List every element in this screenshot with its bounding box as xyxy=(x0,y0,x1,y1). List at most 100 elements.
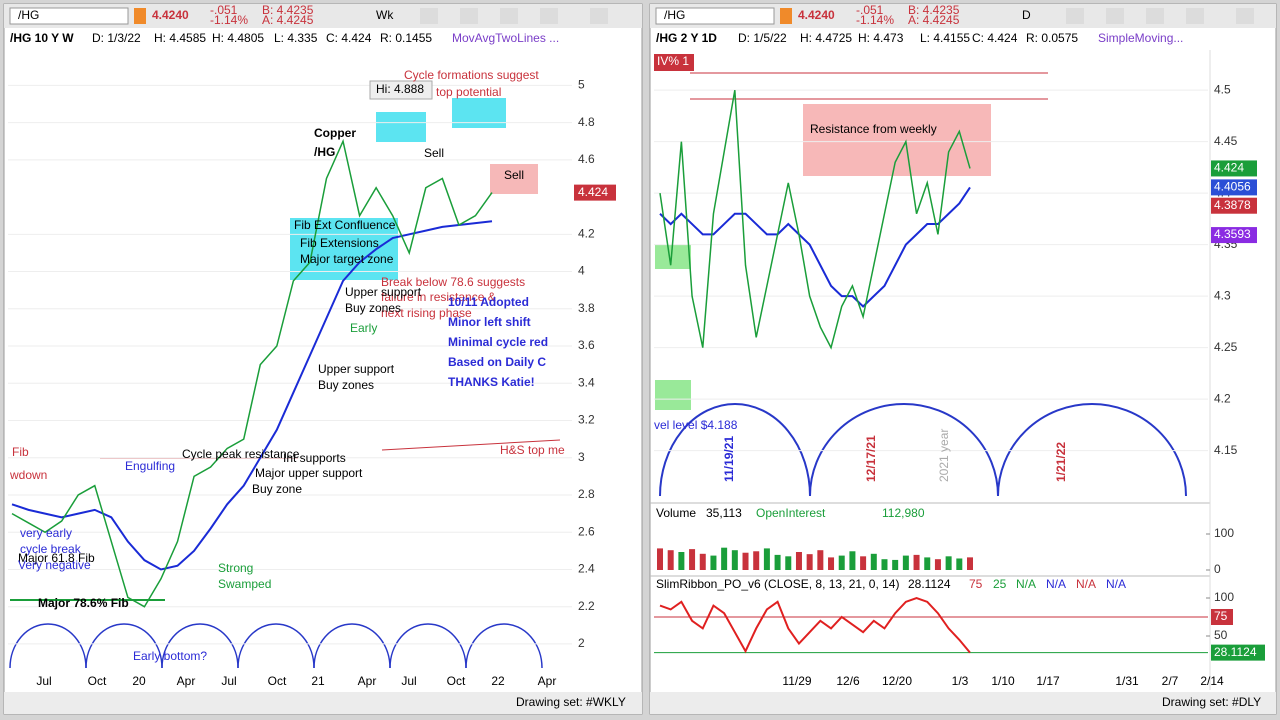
y-tick-label: 5 xyxy=(578,78,585,92)
volume-label: 35,113 xyxy=(706,506,742,520)
header-text: H: 4.4725 xyxy=(800,31,852,45)
toolbar-text: Wk xyxy=(376,8,394,22)
header-text: D: 1/3/22 xyxy=(92,31,141,45)
price-tag-label: 4.424 xyxy=(578,185,608,199)
price-tag xyxy=(574,184,616,201)
sell-zone xyxy=(490,164,538,194)
volume-bar xyxy=(892,559,899,570)
header-text: C: 4.424 xyxy=(326,31,372,45)
x-tick-label: Apr xyxy=(177,674,196,688)
symbol-box[interactable] xyxy=(655,7,775,25)
x-tick-label: 1/31 xyxy=(1115,674,1139,688)
toolbar-text: B: 4.4235 xyxy=(262,3,314,17)
support-zone xyxy=(655,245,691,269)
toolbar-button[interactable] xyxy=(500,8,518,24)
annotation: Early xyxy=(350,321,377,335)
volume-bar xyxy=(924,557,931,570)
x-tick-label: 11/29 xyxy=(782,674,811,688)
toolbar-button[interactable] xyxy=(1186,8,1204,24)
price-tag xyxy=(1211,227,1257,244)
header-text: R: 0.0575 xyxy=(1026,31,1078,45)
volume-bar xyxy=(785,556,792,570)
toolbar-button[interactable] xyxy=(540,8,558,24)
annotation: Sell xyxy=(424,146,444,160)
annotation: Fib Extensions xyxy=(300,236,379,250)
cycle-arc xyxy=(809,403,999,497)
x-tick-label: 12/6 xyxy=(836,674,860,688)
y-tick-label: 4.2 xyxy=(1214,391,1231,405)
annotation: /HG xyxy=(314,145,335,159)
oscillator-label: N/A xyxy=(1046,577,1066,591)
header-text: C: 4.424 xyxy=(972,31,1018,45)
annotation: IV% 1 xyxy=(657,54,689,68)
toolbar-button[interactable] xyxy=(1066,8,1084,24)
toolbar-button[interactable] xyxy=(420,8,438,24)
volume-bar xyxy=(657,548,663,570)
header-text: H: 4.4805 xyxy=(212,31,264,45)
y-tick-label: 0 xyxy=(1214,562,1221,576)
oscillator-label: 75 xyxy=(969,577,983,591)
left-status-bar xyxy=(4,692,642,714)
annotation: Buy zones xyxy=(345,301,401,315)
annotation: Fib Ext Confluence xyxy=(294,218,396,232)
price-tag xyxy=(1211,197,1257,214)
y-tick-label: 3.4 xyxy=(578,375,595,389)
annotation: very early xyxy=(20,526,72,540)
target-zone xyxy=(452,98,506,128)
cycle-arc xyxy=(659,403,811,497)
toolbar-button[interactable] xyxy=(590,8,608,24)
volume-bar xyxy=(849,551,856,570)
osc-tag xyxy=(1211,608,1233,625)
volume-bar xyxy=(742,552,749,570)
support-zone xyxy=(655,380,691,410)
x-tick-label: 2/7 xyxy=(1162,674,1179,688)
cycle-arc xyxy=(997,403,1187,497)
y-tick-label: 4.15 xyxy=(1214,443,1238,457)
cycle-arcs xyxy=(9,403,1187,669)
x-tick-label: Oct xyxy=(88,674,107,688)
x-tick-label: Jul xyxy=(221,674,236,688)
x-tick-label: Jul xyxy=(401,674,416,688)
toolbar-button[interactable] xyxy=(460,8,478,24)
volume-label: 112,980 xyxy=(882,506,925,520)
price-tag xyxy=(1211,160,1257,177)
volume-bar xyxy=(721,547,728,570)
cycle-arc xyxy=(465,623,543,669)
header-text: MovAvgTwoLines ... xyxy=(452,31,559,45)
volume-bar xyxy=(956,558,963,570)
x-tick-label: 1/3 xyxy=(952,674,969,688)
y-tick-label: 2.6 xyxy=(578,524,595,538)
osc-tag xyxy=(1211,644,1265,661)
toolbar-button[interactable] xyxy=(1106,8,1124,24)
price-tag-label: 4.4056 xyxy=(1214,180,1251,194)
toolbar-button[interactable] xyxy=(1146,8,1164,24)
close-line xyxy=(659,90,971,350)
annotation: 10/11 Adopted xyxy=(448,295,529,309)
high-label: Hi: 4.888 xyxy=(376,82,424,96)
volume-bar xyxy=(678,552,685,570)
annotation: Fib xyxy=(12,445,29,459)
toolbar-button[interactable] xyxy=(1236,8,1254,24)
cycle-arc xyxy=(313,623,391,669)
x-tick-label: Jul xyxy=(36,674,51,688)
volume-bar xyxy=(967,557,973,570)
annotation: Strong xyxy=(218,561,253,575)
annotation: 1/21/22 xyxy=(1054,442,1068,482)
high-label-box xyxy=(369,80,433,100)
annotation: 2021 year xyxy=(937,429,951,482)
y-tick-label: 3.6 xyxy=(578,338,595,352)
annotation: Buy zones xyxy=(318,378,374,392)
toolbar-text: -.051 xyxy=(856,3,884,17)
y-tick-label: 4 xyxy=(578,264,585,278)
annotation: Early bottom? xyxy=(133,649,207,663)
toolbar-text: /HG xyxy=(664,8,685,22)
annotation: Engulfing xyxy=(125,459,175,473)
toolbar-text: B: 4.4235 xyxy=(908,3,960,17)
symbol-box[interactable] xyxy=(9,7,129,25)
volume-bar xyxy=(828,557,835,570)
annotation: Buy zone xyxy=(252,482,302,496)
volume-bar xyxy=(913,554,920,570)
cycle-arc xyxy=(161,623,239,669)
annotation: Very negative xyxy=(18,558,91,572)
